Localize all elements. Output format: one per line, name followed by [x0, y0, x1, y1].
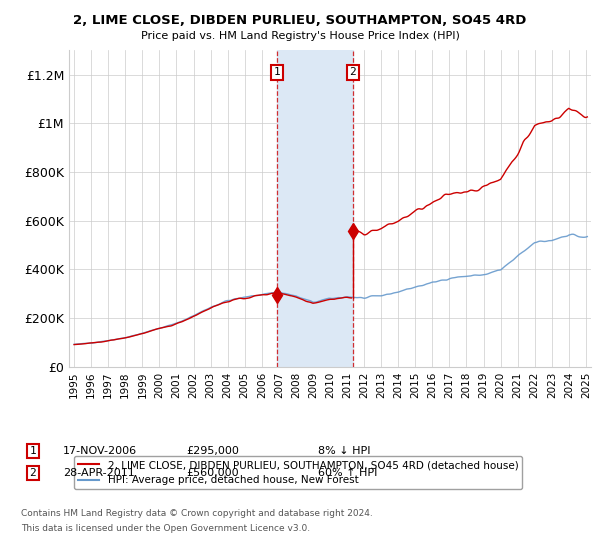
Bar	[277, 50, 353, 367]
Text: 2: 2	[29, 468, 37, 478]
Text: Contains HM Land Registry data © Crown copyright and database right 2024.: Contains HM Land Registry data © Crown c…	[21, 509, 373, 518]
Text: £560,000: £560,000	[186, 468, 239, 478]
Legend: 2, LIME CLOSE, DIBDEN PURLIEU, SOUTHAMPTON, SO45 4RD (detached house), HPI: Aver: 2, LIME CLOSE, DIBDEN PURLIEU, SOUTHAMPT…	[74, 456, 523, 489]
Text: 17-NOV-2006: 17-NOV-2006	[63, 446, 137, 456]
Text: 8% ↓ HPI: 8% ↓ HPI	[318, 446, 371, 456]
Text: Price paid vs. HM Land Registry's House Price Index (HPI): Price paid vs. HM Land Registry's House …	[140, 31, 460, 41]
Text: £295,000: £295,000	[186, 446, 239, 456]
Text: 2, LIME CLOSE, DIBDEN PURLIEU, SOUTHAMPTON, SO45 4RD: 2, LIME CLOSE, DIBDEN PURLIEU, SOUTHAMPT…	[73, 14, 527, 27]
Text: 60% ↑ HPI: 60% ↑ HPI	[318, 468, 377, 478]
Text: 2: 2	[349, 67, 356, 77]
Text: This data is licensed under the Open Government Licence v3.0.: This data is licensed under the Open Gov…	[21, 524, 310, 533]
Text: 1: 1	[29, 446, 37, 456]
Text: 28-APR-2011: 28-APR-2011	[63, 468, 135, 478]
Text: 1: 1	[274, 67, 280, 77]
